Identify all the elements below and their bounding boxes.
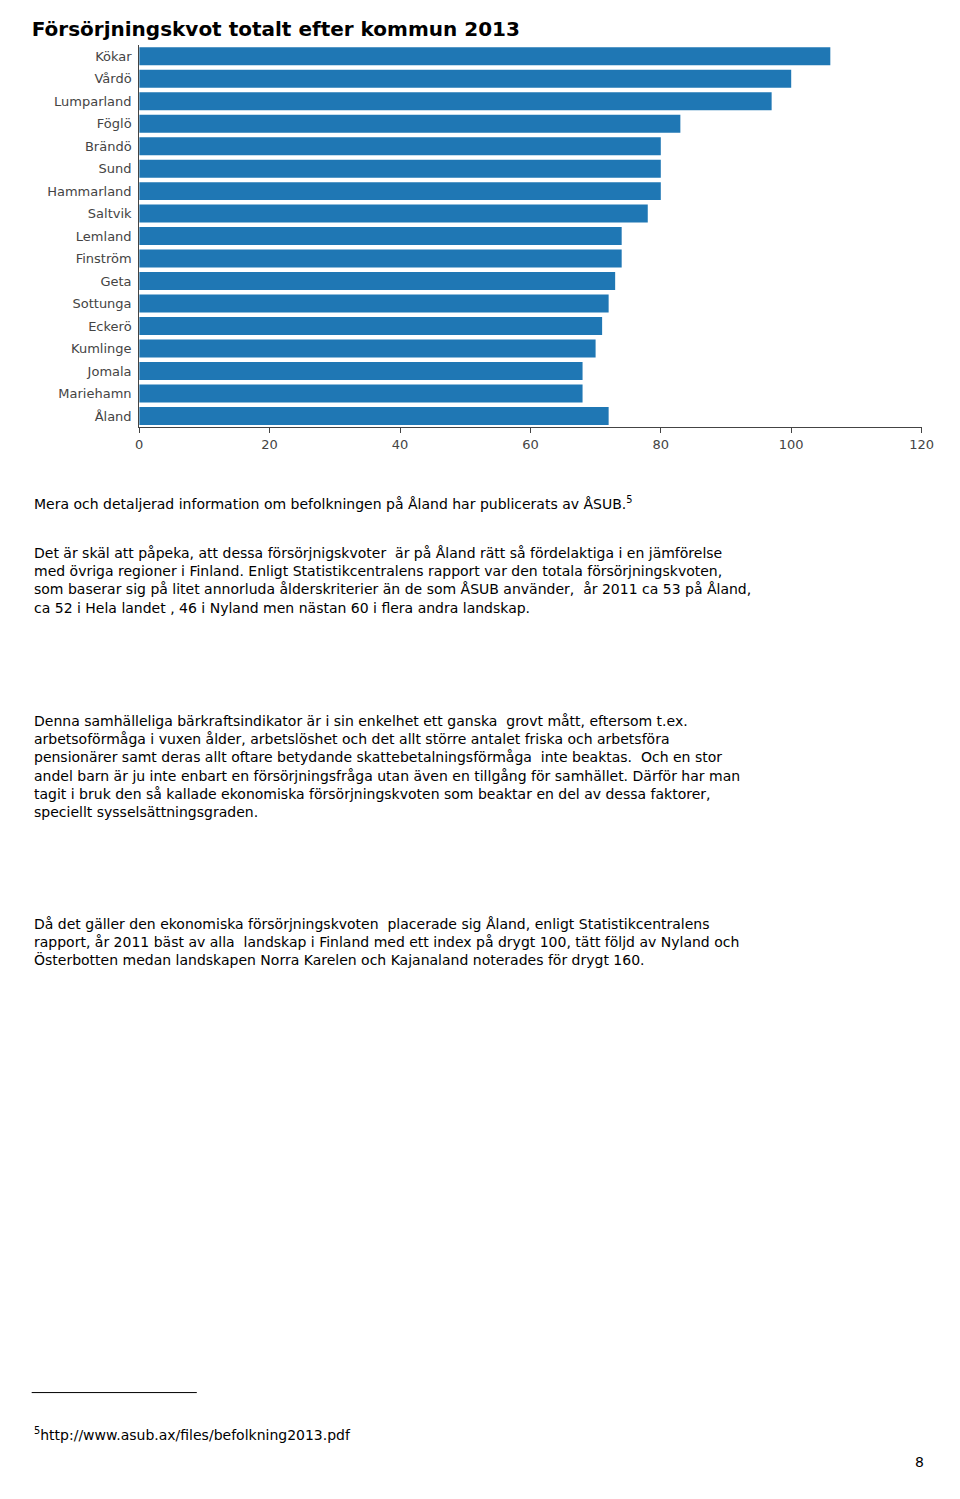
svg-text:Kökar: Kökar — [95, 49, 132, 64]
svg-text:Mera och detaljerad informatio: Mera och detaljerad information om befol… — [34, 494, 633, 512]
svg-text:Eckerö: Eckerö — [88, 319, 131, 334]
svg-text:Mariehamn: Mariehamn — [58, 386, 131, 401]
svg-text:​5​http://www.asub.ax/files/be: ​5​http://www.asub.ax/files/befolkning20… — [34, 1425, 351, 1443]
svg-text:100: 100 — [779, 437, 804, 452]
svg-text:120: 120 — [909, 437, 934, 452]
svg-text:Försörjningskvot totalt efter: Försörjningskvot totalt efter kommun 201… — [32, 17, 520, 41]
svg-text:Finström: Finström — [76, 251, 132, 266]
svg-text:Hammarland: Hammarland — [47, 184, 131, 199]
svg-text:Jomala: Jomala — [87, 364, 132, 379]
svg-text:Lumparland: Lumparland — [54, 94, 132, 109]
svg-text:80: 80 — [653, 437, 670, 452]
svg-text:Denna samhälleliga bärkraftsin: Denna samhälleliga bärkraftsindikator är… — [34, 713, 740, 820]
svg-text:Vårdö: Vårdö — [94, 71, 131, 86]
svg-text:Sottunga: Sottunga — [72, 296, 131, 311]
svg-text:Saltvik: Saltvik — [88, 206, 132, 221]
svg-text:8: 8 — [915, 1454, 924, 1470]
svg-text:40: 40 — [392, 437, 409, 452]
svg-text:Föglö: Föglö — [97, 116, 132, 131]
svg-text:Åland: Åland — [95, 409, 132, 424]
svg-text:Brändö: Brändö — [85, 139, 132, 154]
svg-text:Då det gäller den ekonomiska f: Då det gäller den ekonomiska försörjning… — [34, 916, 739, 968]
svg-text:20: 20 — [261, 437, 278, 452]
svg-text:0: 0 — [135, 437, 143, 452]
svg-text:Kumlinge: Kumlinge — [71, 341, 132, 356]
svg-text:Geta: Geta — [100, 274, 131, 289]
svg-text:60: 60 — [522, 437, 539, 452]
svg-text:Lemland: Lemland — [76, 229, 132, 244]
svg-text:Sund: Sund — [99, 161, 132, 176]
svg-text:Det är skäl att påpeka, att de: Det är skäl att påpeka, att dessa försör… — [34, 545, 751, 616]
